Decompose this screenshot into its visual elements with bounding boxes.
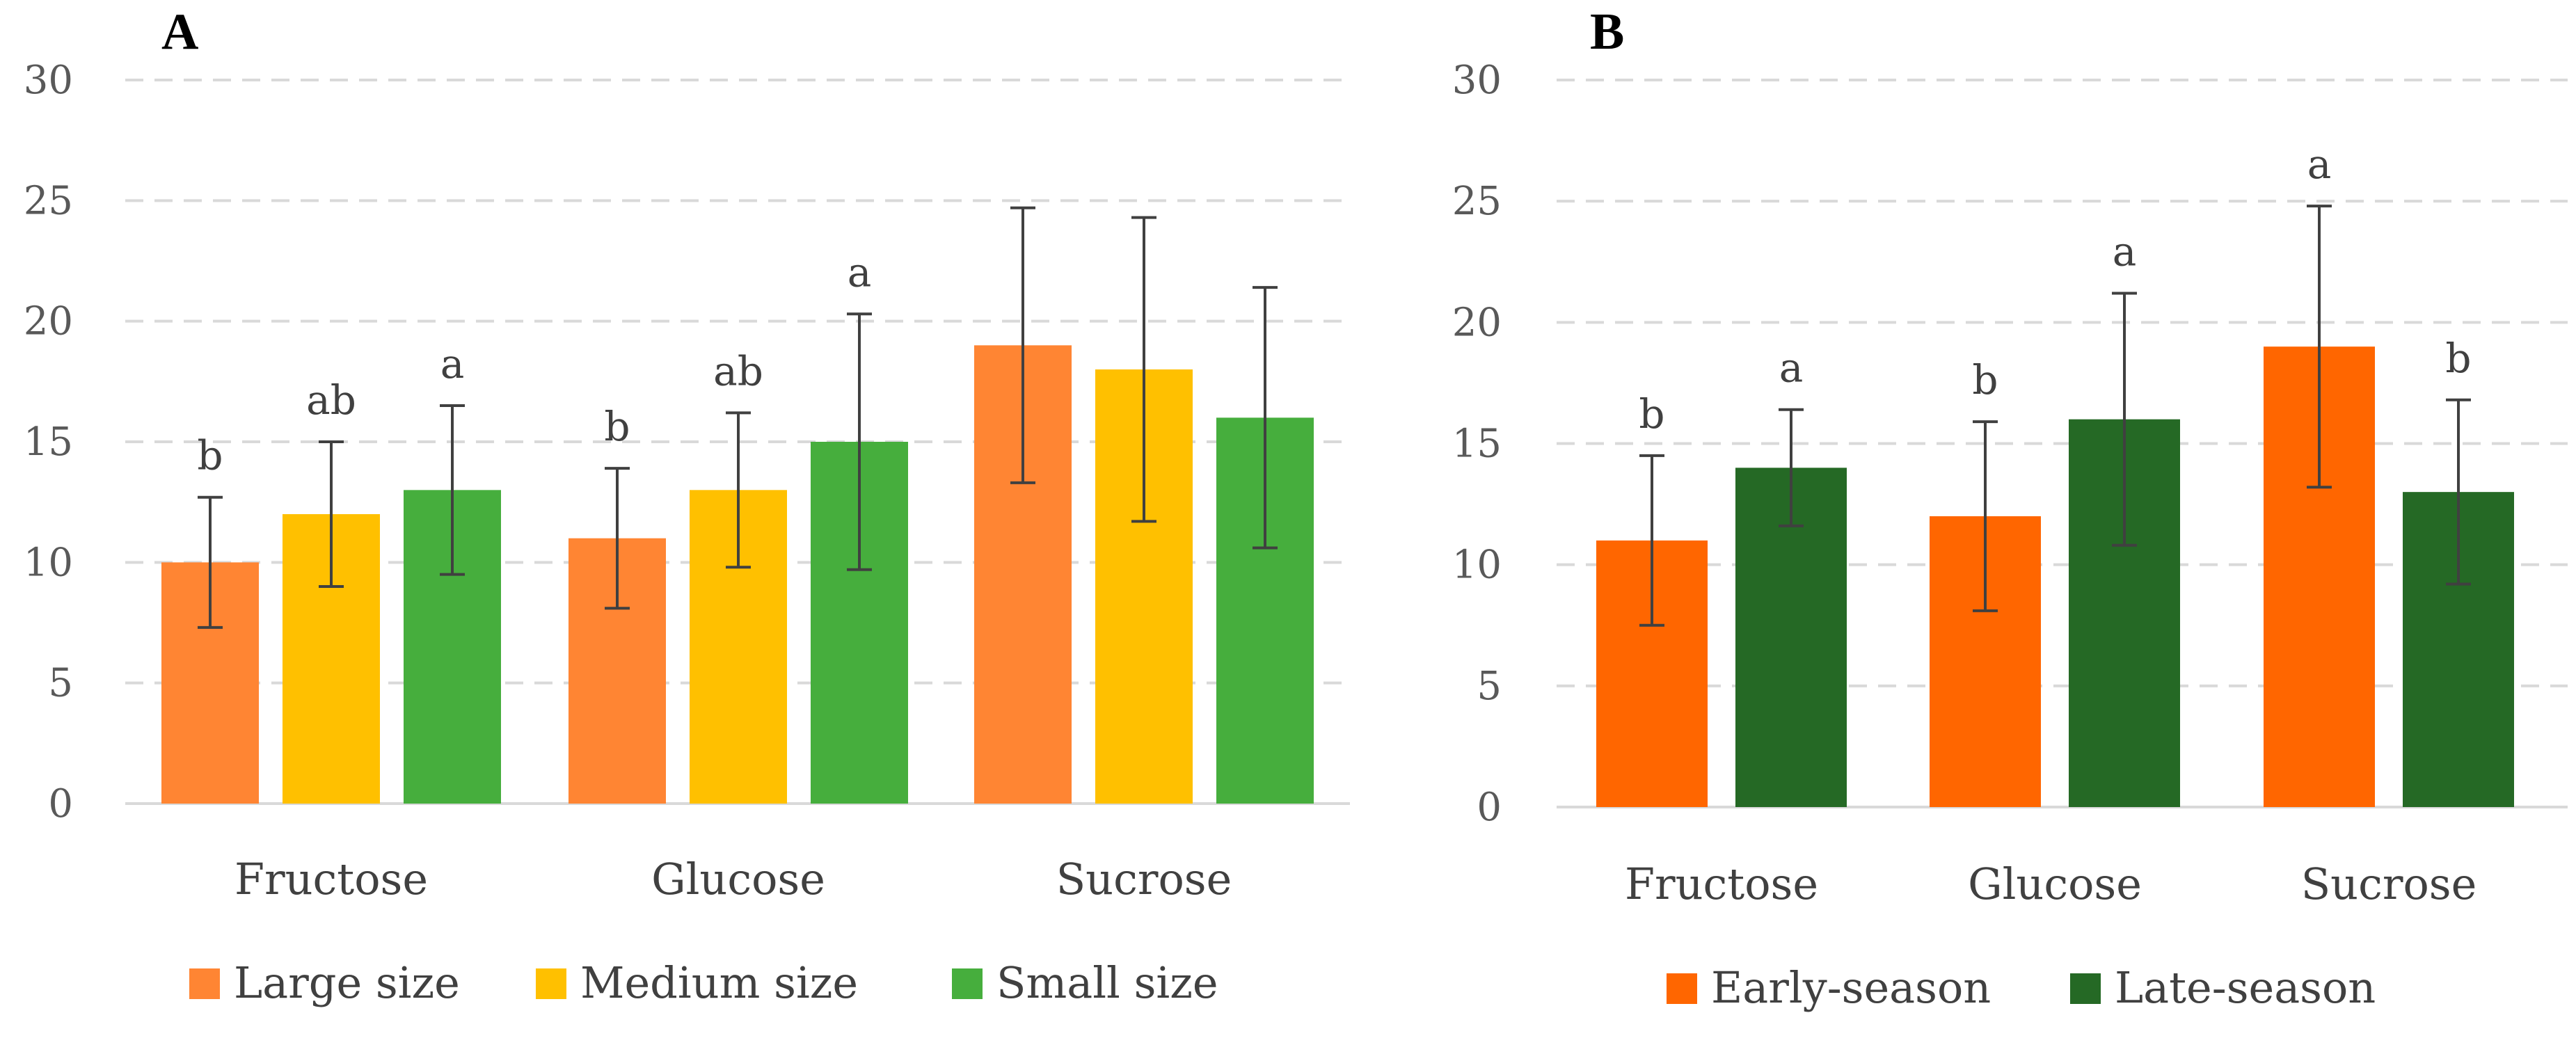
- panel-label: B: [1590, 3, 1624, 61]
- x-tick-label: Glucose: [1968, 859, 2142, 909]
- panel-a-chart: 0 5 10 15 20 25 30 Ab ab a Fructose b ab a Glucose Sucr…: [24, 3, 1350, 1008]
- x-tick-label: Glucose: [651, 854, 825, 904]
- y-tick-label: 25: [24, 178, 73, 223]
- x-tick-label: Sucrose: [2301, 859, 2477, 909]
- panel-b-chart: 0 5 10 15 20 25 30 Bb a Fructose b a Glucose a b Sucros…: [1452, 3, 2568, 1013]
- legend-label: Late-season: [2115, 962, 2376, 1013]
- y-tick-label: 15: [1452, 422, 1502, 467]
- legend-label: Medium size: [580, 957, 858, 1008]
- y-tick-label: 5: [48, 661, 73, 706]
- x-tick-label: Fructose: [234, 854, 428, 904]
- significance-label: ab: [306, 376, 356, 424]
- y-tick-label: 0: [1477, 785, 1502, 830]
- y-tick-label: 0: [48, 781, 73, 827]
- y-tick-label: 30: [24, 58, 73, 103]
- legend-swatch: [1667, 973, 1697, 1004]
- y-tick-label: 10: [24, 540, 73, 585]
- x-tick-label: Fructose: [1625, 859, 1818, 909]
- significance-label: a: [2307, 141, 2332, 188]
- legend-label: Early-season: [1711, 962, 1991, 1013]
- panel-label: A: [161, 3, 198, 61]
- significance-label: a: [440, 340, 465, 388]
- significance-label: ab: [713, 347, 763, 394]
- legend-swatch: [2070, 973, 2101, 1004]
- legend-swatch: [952, 968, 983, 999]
- legend-label: Small size: [996, 957, 1218, 1008]
- legend-swatch: [536, 968, 566, 999]
- legend-swatch: [189, 968, 220, 999]
- legend-label: Large size: [234, 957, 460, 1008]
- significance-label: b: [604, 403, 630, 450]
- significance-label: a: [2113, 228, 2137, 276]
- significance-label: a: [848, 248, 872, 296]
- significance-label: b: [2445, 335, 2471, 382]
- y-tick-label: 15: [24, 420, 73, 465]
- y-tick-label: 20: [1452, 300, 1502, 345]
- y-tick-label: 30: [1452, 58, 1502, 103]
- y-tick-label: 10: [1452, 543, 1502, 588]
- significance-label: b: [1639, 390, 1664, 438]
- y-tick-label: 20: [24, 299, 73, 344]
- y-tick-label: 25: [1452, 179, 1502, 224]
- significance-label: a: [1779, 344, 1804, 392]
- significance-label: b: [197, 432, 223, 479]
- significance-label: b: [1972, 356, 1998, 404]
- x-tick-label: Sucrose: [1056, 854, 1232, 904]
- y-tick-label: 5: [1477, 664, 1502, 709]
